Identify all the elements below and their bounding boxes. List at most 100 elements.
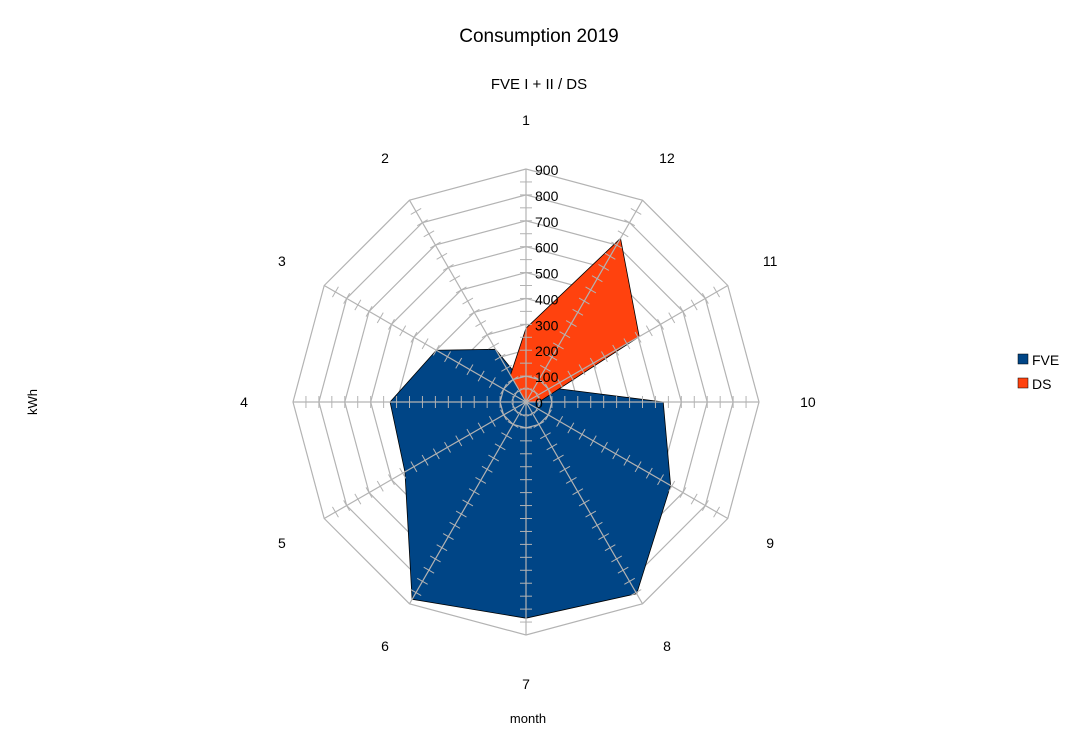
axis-tick: [399, 325, 407, 337]
category-label: 2: [381, 150, 389, 166]
axis-tick: [423, 230, 435, 238]
axis-tick: [527, 387, 538, 395]
axis-tick: [432, 448, 440, 460]
axis-tick: [488, 415, 496, 427]
grid-ring-inner: [499, 375, 553, 429]
axis-tick: [585, 510, 597, 518]
axis-tick: [365, 305, 373, 317]
legend-swatch-fve: [1017, 353, 1029, 365]
axis-tick: [399, 467, 407, 479]
axis-tick: [612, 448, 620, 460]
axis-tick: [572, 308, 584, 316]
axis-tick: [634, 461, 642, 473]
axis-tick: [611, 555, 623, 563]
axis-tick: [343, 500, 351, 512]
axis-tick: [539, 364, 551, 372]
axis-tick: [578, 364, 586, 376]
axis-tick: [604, 544, 616, 552]
axis-tick: [679, 305, 687, 317]
axis-tick: [624, 219, 636, 227]
axis-tick: [455, 435, 463, 447]
axis-tick: [556, 377, 564, 389]
axis-tick: [388, 318, 395, 330]
category-label: 9: [766, 535, 774, 551]
radial-tick-label: 800: [535, 188, 559, 204]
axis-tick: [604, 252, 616, 260]
axis-tick: [410, 331, 418, 343]
category-label: 6: [381, 638, 389, 654]
radial-tick-label: 0: [535, 395, 543, 411]
radial-tick-label: 900: [535, 162, 559, 178]
axis-tick: [410, 589, 422, 597]
axis-tick: [591, 275, 603, 283]
axis-tick: [630, 207, 642, 215]
axis-tick: [623, 338, 631, 350]
axis-tick: [468, 488, 480, 496]
axis-tick: [429, 241, 441, 249]
axis-tick: [565, 477, 577, 484]
axis-tick: [423, 566, 435, 574]
x-axis-label: month: [510, 711, 546, 726]
axis-tick: [421, 454, 429, 466]
axis-tick: [436, 252, 448, 260]
axis-tick: [416, 219, 428, 227]
axis-tick: [488, 454, 500, 462]
axis-tick: [376, 312, 384, 324]
axis-tick: [657, 474, 664, 486]
radial-tick-label: 400: [535, 291, 559, 307]
category-label: 8: [663, 638, 671, 654]
category-label: 1: [522, 112, 530, 128]
axis-tick: [331, 286, 339, 298]
axis-tick: [552, 454, 564, 462]
axis-tick: [552, 342, 564, 350]
axis-tick: [701, 500, 709, 512]
axis-tick: [539, 432, 551, 440]
category-label: 10: [800, 394, 816, 410]
axis-tick: [501, 432, 513, 440]
axis-tick: [591, 521, 603, 529]
axis-tick: [578, 428, 586, 440]
axis-tick: [701, 292, 709, 304]
axis-tick: [546, 443, 558, 451]
radial-tick-label: 700: [535, 214, 559, 230]
axis-tick: [567, 370, 575, 382]
legend: FVE DS: [1017, 352, 1059, 392]
axis-tick: [645, 325, 653, 337]
radial-tick-label: 500: [535, 266, 559, 282]
axis-tick: [559, 331, 571, 339]
axis-tick: [462, 297, 474, 305]
axis-tick: [354, 493, 362, 505]
axis-tick: [444, 441, 451, 453]
axis-tick: [488, 377, 496, 389]
axis-tick: [442, 264, 454, 271]
axis-tick: [462, 499, 474, 507]
category-label: 11: [763, 253, 778, 269]
axis-tick: [475, 477, 487, 484]
axis-tick: [567, 422, 575, 434]
axis-tick: [668, 480, 676, 492]
axis-tick: [559, 465, 571, 473]
axis-tick: [690, 299, 698, 311]
axis-tick: [565, 320, 577, 327]
axis-tick: [376, 480, 384, 492]
axis-tick: [449, 275, 461, 283]
axis-tick: [468, 308, 480, 316]
radial-tick-label: 600: [535, 240, 559, 256]
chart-subtitle: FVE I + II / DS: [491, 76, 587, 93]
axis-tick: [477, 422, 485, 434]
axis-tick: [442, 533, 454, 540]
axis-tick: [713, 506, 721, 518]
axis-tick: [589, 435, 597, 447]
labels-layer: 1234567891011120100200300400500600700800…: [240, 112, 816, 692]
axis-tick: [546, 353, 558, 361]
axis-tick: [444, 351, 451, 363]
axis-tick: [494, 443, 506, 451]
axis-tick: [455, 357, 463, 369]
axis-tick: [601, 351, 608, 363]
axis-tick: [598, 264, 610, 271]
category-label: 7: [522, 676, 530, 692]
axis-tick: [657, 318, 664, 330]
axis-tick: [354, 299, 362, 311]
axis-tick: [331, 506, 339, 518]
legend-label-fve: FVE: [1032, 352, 1059, 368]
